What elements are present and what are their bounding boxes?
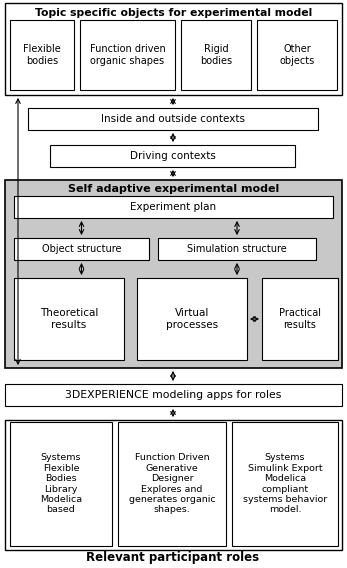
Bar [262, 278, 338, 360]
Bar [80, 20, 175, 90]
Bar [14, 238, 149, 260]
Text: Function Driven
Generative
Designer
Explores and
generates organic
shapes.: Function Driven Generative Designer Expl… [129, 453, 215, 515]
Text: Topic specific objects for experimental model: Topic specific objects for experimental … [35, 8, 312, 18]
Text: Rigid
bodies: Rigid bodies [200, 44, 232, 66]
Bar [14, 196, 333, 218]
Bar [14, 278, 124, 360]
Bar [5, 384, 342, 406]
Text: Self adaptive experimental model: Self adaptive experimental model [68, 184, 279, 194]
Bar [5, 180, 342, 368]
Text: Inside and outside contexts: Inside and outside contexts [101, 114, 245, 124]
Bar [10, 422, 112, 546]
Bar [118, 422, 226, 546]
Text: Object structure: Object structure [42, 244, 121, 254]
Text: Systems
Simulink Export
Modelica
compliant
systems behavior
model.: Systems Simulink Export Modelica complia… [243, 453, 327, 515]
Text: Virtual
processes: Virtual processes [166, 308, 218, 330]
Bar [10, 20, 74, 90]
Text: Driving contexts: Driving contexts [129, 151, 215, 161]
Text: Simulation structure: Simulation structure [187, 244, 287, 254]
Text: Theoretical
results: Theoretical results [40, 308, 98, 330]
Text: Function driven
organic shapes: Function driven organic shapes [90, 44, 166, 66]
Bar [5, 3, 342, 95]
Bar [28, 108, 318, 130]
Text: Experiment plan: Experiment plan [130, 202, 217, 212]
Text: Other
objects: Other objects [279, 44, 315, 66]
Bar [257, 20, 337, 90]
Text: Systems
Flexible
Bodies
Library
Modelica
based: Systems Flexible Bodies Library Modelica… [40, 453, 82, 515]
Text: 3DEXPERIENCE modeling apps for roles: 3DEXPERIENCE modeling apps for roles [65, 390, 282, 400]
Bar [50, 145, 295, 167]
Bar [232, 422, 338, 546]
Text: Relevant participant roles: Relevant participant roles [86, 552, 260, 565]
Bar [158, 238, 316, 260]
Bar [137, 278, 247, 360]
Bar [5, 420, 342, 550]
Text: Flexible
bodies: Flexible bodies [23, 44, 61, 66]
Bar [181, 20, 251, 90]
Text: Practical
results: Practical results [279, 308, 321, 330]
